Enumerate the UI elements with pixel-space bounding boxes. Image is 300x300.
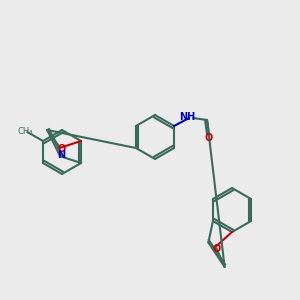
Text: O: O <box>212 244 221 254</box>
Text: N: N <box>57 150 65 160</box>
Text: CH₃: CH₃ <box>18 128 33 136</box>
Text: O: O <box>205 133 213 143</box>
Text: NH: NH <box>179 112 195 122</box>
Text: O: O <box>57 144 65 154</box>
